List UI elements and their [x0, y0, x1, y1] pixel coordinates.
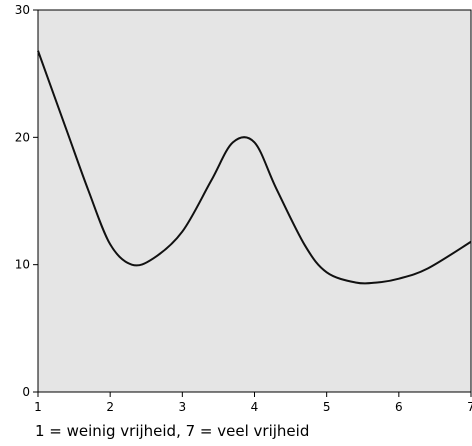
y-tick-label: 10	[15, 258, 30, 272]
x-tick-label: 2	[106, 400, 114, 414]
x-tick-label: 4	[251, 400, 259, 414]
x-axis-label: 1 = weinig vrijheid, 7 = veel vrijheid	[35, 422, 309, 440]
x-tick-label: 5	[323, 400, 331, 414]
x-tick-label: 7	[467, 400, 472, 414]
y-tick-label: 0	[22, 385, 30, 399]
x-tick-label: 6	[395, 400, 403, 414]
y-tick-label: 20	[15, 130, 30, 144]
plot-area	[37, 9, 472, 393]
series-line	[37, 50, 472, 285]
y-tick-label: 30	[15, 3, 30, 17]
x-tick-label: 3	[179, 400, 187, 414]
x-tick-label: 1	[34, 400, 42, 414]
axes: 0 10 20 30 1 2 3 4 5 6 7	[15, 3, 472, 414]
